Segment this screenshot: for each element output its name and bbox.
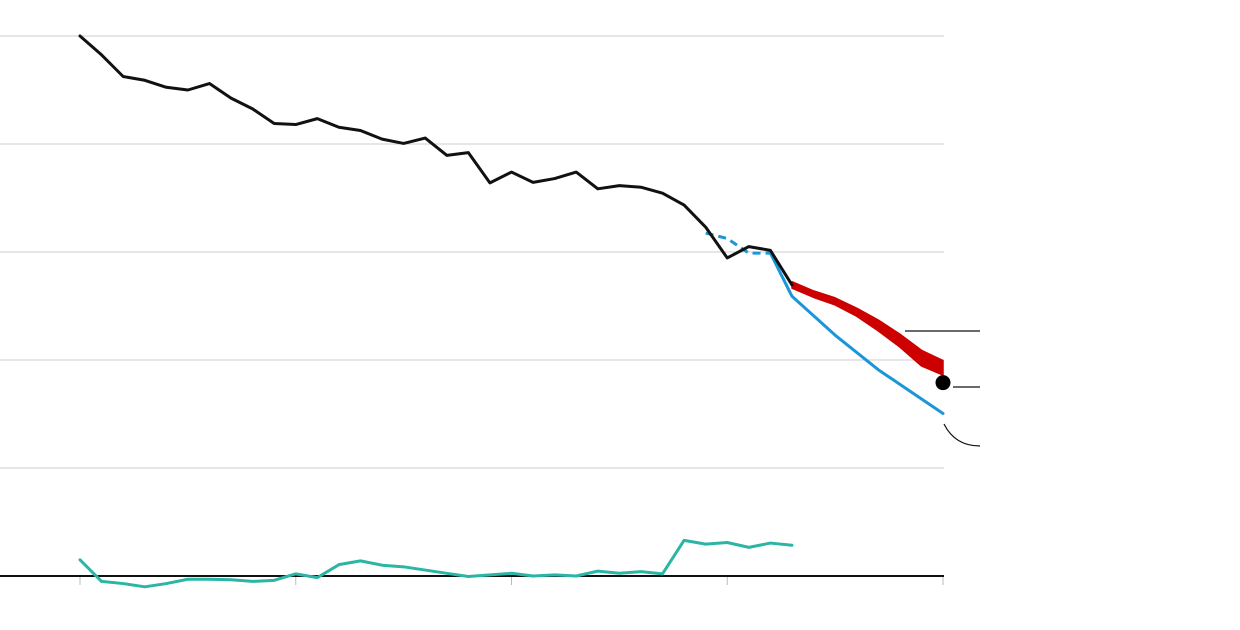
series-line-pathway: [768, 251, 945, 415]
series-line-historical: [78, 34, 794, 287]
endpoint-marker: [935, 375, 951, 391]
leader-line-lower: [943, 423, 981, 447]
projection-range-band: [791, 280, 944, 376]
series-line-pathway-dashed: [705, 231, 771, 255]
series-line-other: [78, 538, 794, 589]
